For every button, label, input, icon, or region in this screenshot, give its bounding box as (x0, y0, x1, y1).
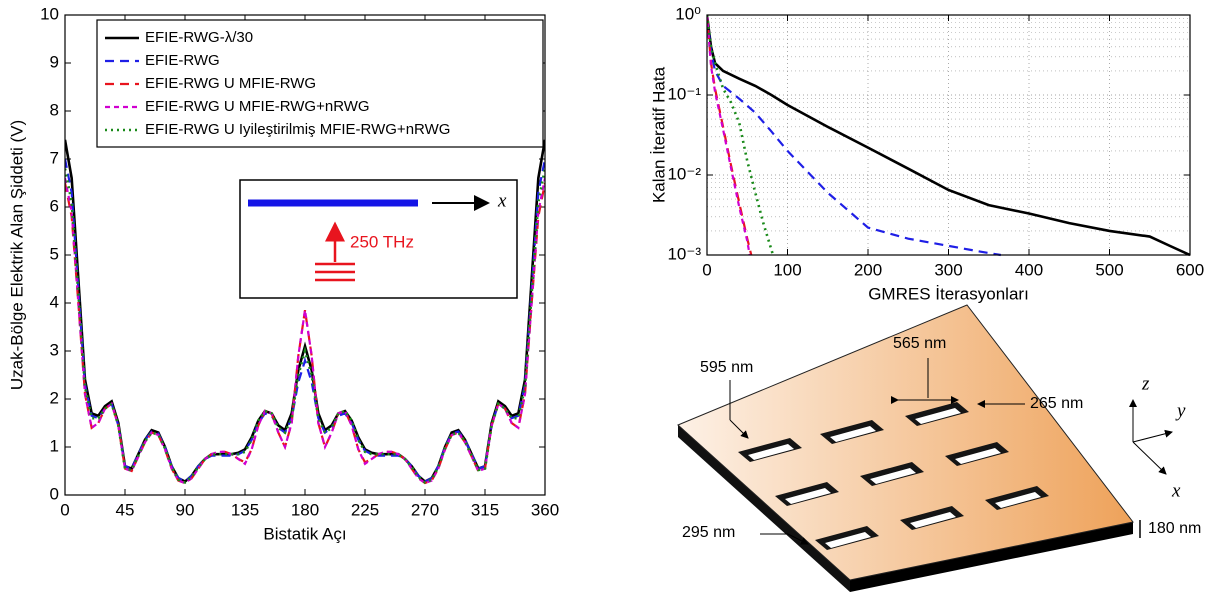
series-line (707, 14, 1002, 257)
x-tick-label: 270 (411, 500, 439, 519)
series-line (707, 14, 753, 256)
series-line (65, 177, 545, 485)
plate-diagram: 595 nm 565 nm 265 nm 295 nm 180 nm z y x (677, 304, 1201, 592)
y-tick-label: 9 (50, 52, 59, 71)
y-tick-label: 0 (50, 484, 59, 503)
axis-arrow (1132, 429, 1173, 443)
legend-label: EFIE-RWG U MFIE-RWG+nRWG (145, 98, 370, 115)
y-tick-label: 1 (50, 436, 59, 455)
y-tick-label: 7 (50, 148, 59, 167)
y-tick-label: 10⁻³ (667, 244, 701, 263)
frequency-label: 250 THz (350, 232, 414, 251)
y-tick-label: 10⁻¹ (667, 84, 701, 103)
x-axis-label: Bistatik Açı (263, 524, 346, 543)
y-axis-label: Uzak-Bölge Elektrik Alan Şiddeti (V) (7, 120, 26, 390)
series-line (707, 14, 751, 256)
plate-top (677, 304, 1134, 581)
plot-frame (64, 14, 546, 496)
y-tick-label: 8 (50, 100, 59, 119)
legend-label: EFIE-RWG U MFIE-RWG (145, 75, 316, 92)
dimension-label: 180 nm (1148, 520, 1201, 537)
x-tick-label: 360 (531, 500, 559, 519)
series-line (65, 168, 545, 485)
dimension-label: 565 nm (893, 335, 946, 352)
axis-label: x (1171, 480, 1181, 501)
y-tick-label: 2 (50, 388, 59, 407)
x-tick-label: 225 (351, 500, 379, 519)
legend-label: EFIE-RWG U Iyileştirilmiş MFIE-RWG+nRWG (145, 121, 450, 138)
x-tick-label: 315 (471, 500, 499, 519)
y-tick-label: 6 (50, 196, 59, 215)
x-tick-label: 400 (1015, 260, 1043, 279)
legend-label: EFIE-RWG (145, 52, 220, 69)
plate-side (678, 425, 850, 592)
dimension-label: 295 nm (682, 524, 735, 541)
y-tick-label: 10⁻² (667, 164, 701, 183)
legend-label: EFIE-RWG-λ/30 (145, 29, 253, 46)
x-tick-label: 180 (291, 500, 319, 519)
inset-axis-label: x (497, 190, 507, 211)
leader (787, 533, 809, 545)
dimension-label: 265 nm (1030, 395, 1083, 412)
y-axis-label: Kalan İteratif Hata (649, 66, 668, 203)
leader (729, 419, 749, 439)
legend-box (96, 19, 544, 148)
x-tick-label: 300 (934, 260, 962, 279)
x-tick-label: 135 (231, 500, 259, 519)
x-tick-label: 45 (116, 500, 135, 519)
x-tick-label: 0 (702, 260, 711, 279)
chart: 10⁻³ 10⁻² 10⁻¹ 10⁰ 0 100 200 300 400 500 600 GMRES … (649, 4, 1204, 303)
dimension-label: 595 nm (700, 359, 753, 376)
x-tick-label: 0 (60, 500, 69, 519)
axis-arrow (1132, 441, 1167, 475)
inset: x 250 THz (239, 179, 518, 299)
axis-label: y (1175, 400, 1186, 421)
y-tick-label: 4 (50, 292, 59, 311)
series-line (707, 14, 775, 256)
x-axis-label: GMRES İterasyonları (868, 284, 1029, 303)
x-tick-label: 600 (1176, 260, 1204, 279)
y-tick-label: 10⁰ (675, 4, 701, 23)
series-line (707, 14, 1190, 257)
y-tick-label: 3 (50, 340, 59, 359)
axis-label: z (1141, 373, 1150, 394)
x-tick-label: 500 (1095, 260, 1123, 279)
plot-frame (706, 14, 1191, 256)
plate-side (850, 522, 1133, 592)
x-tick-label: 90 (176, 500, 195, 519)
x-tick-label: 100 (773, 260, 801, 279)
x-tick-label: 200 (854, 260, 882, 279)
y-tick-label: 10 (40, 4, 59, 23)
y-tick-label: 5 (50, 244, 59, 263)
series-line (65, 158, 545, 483)
